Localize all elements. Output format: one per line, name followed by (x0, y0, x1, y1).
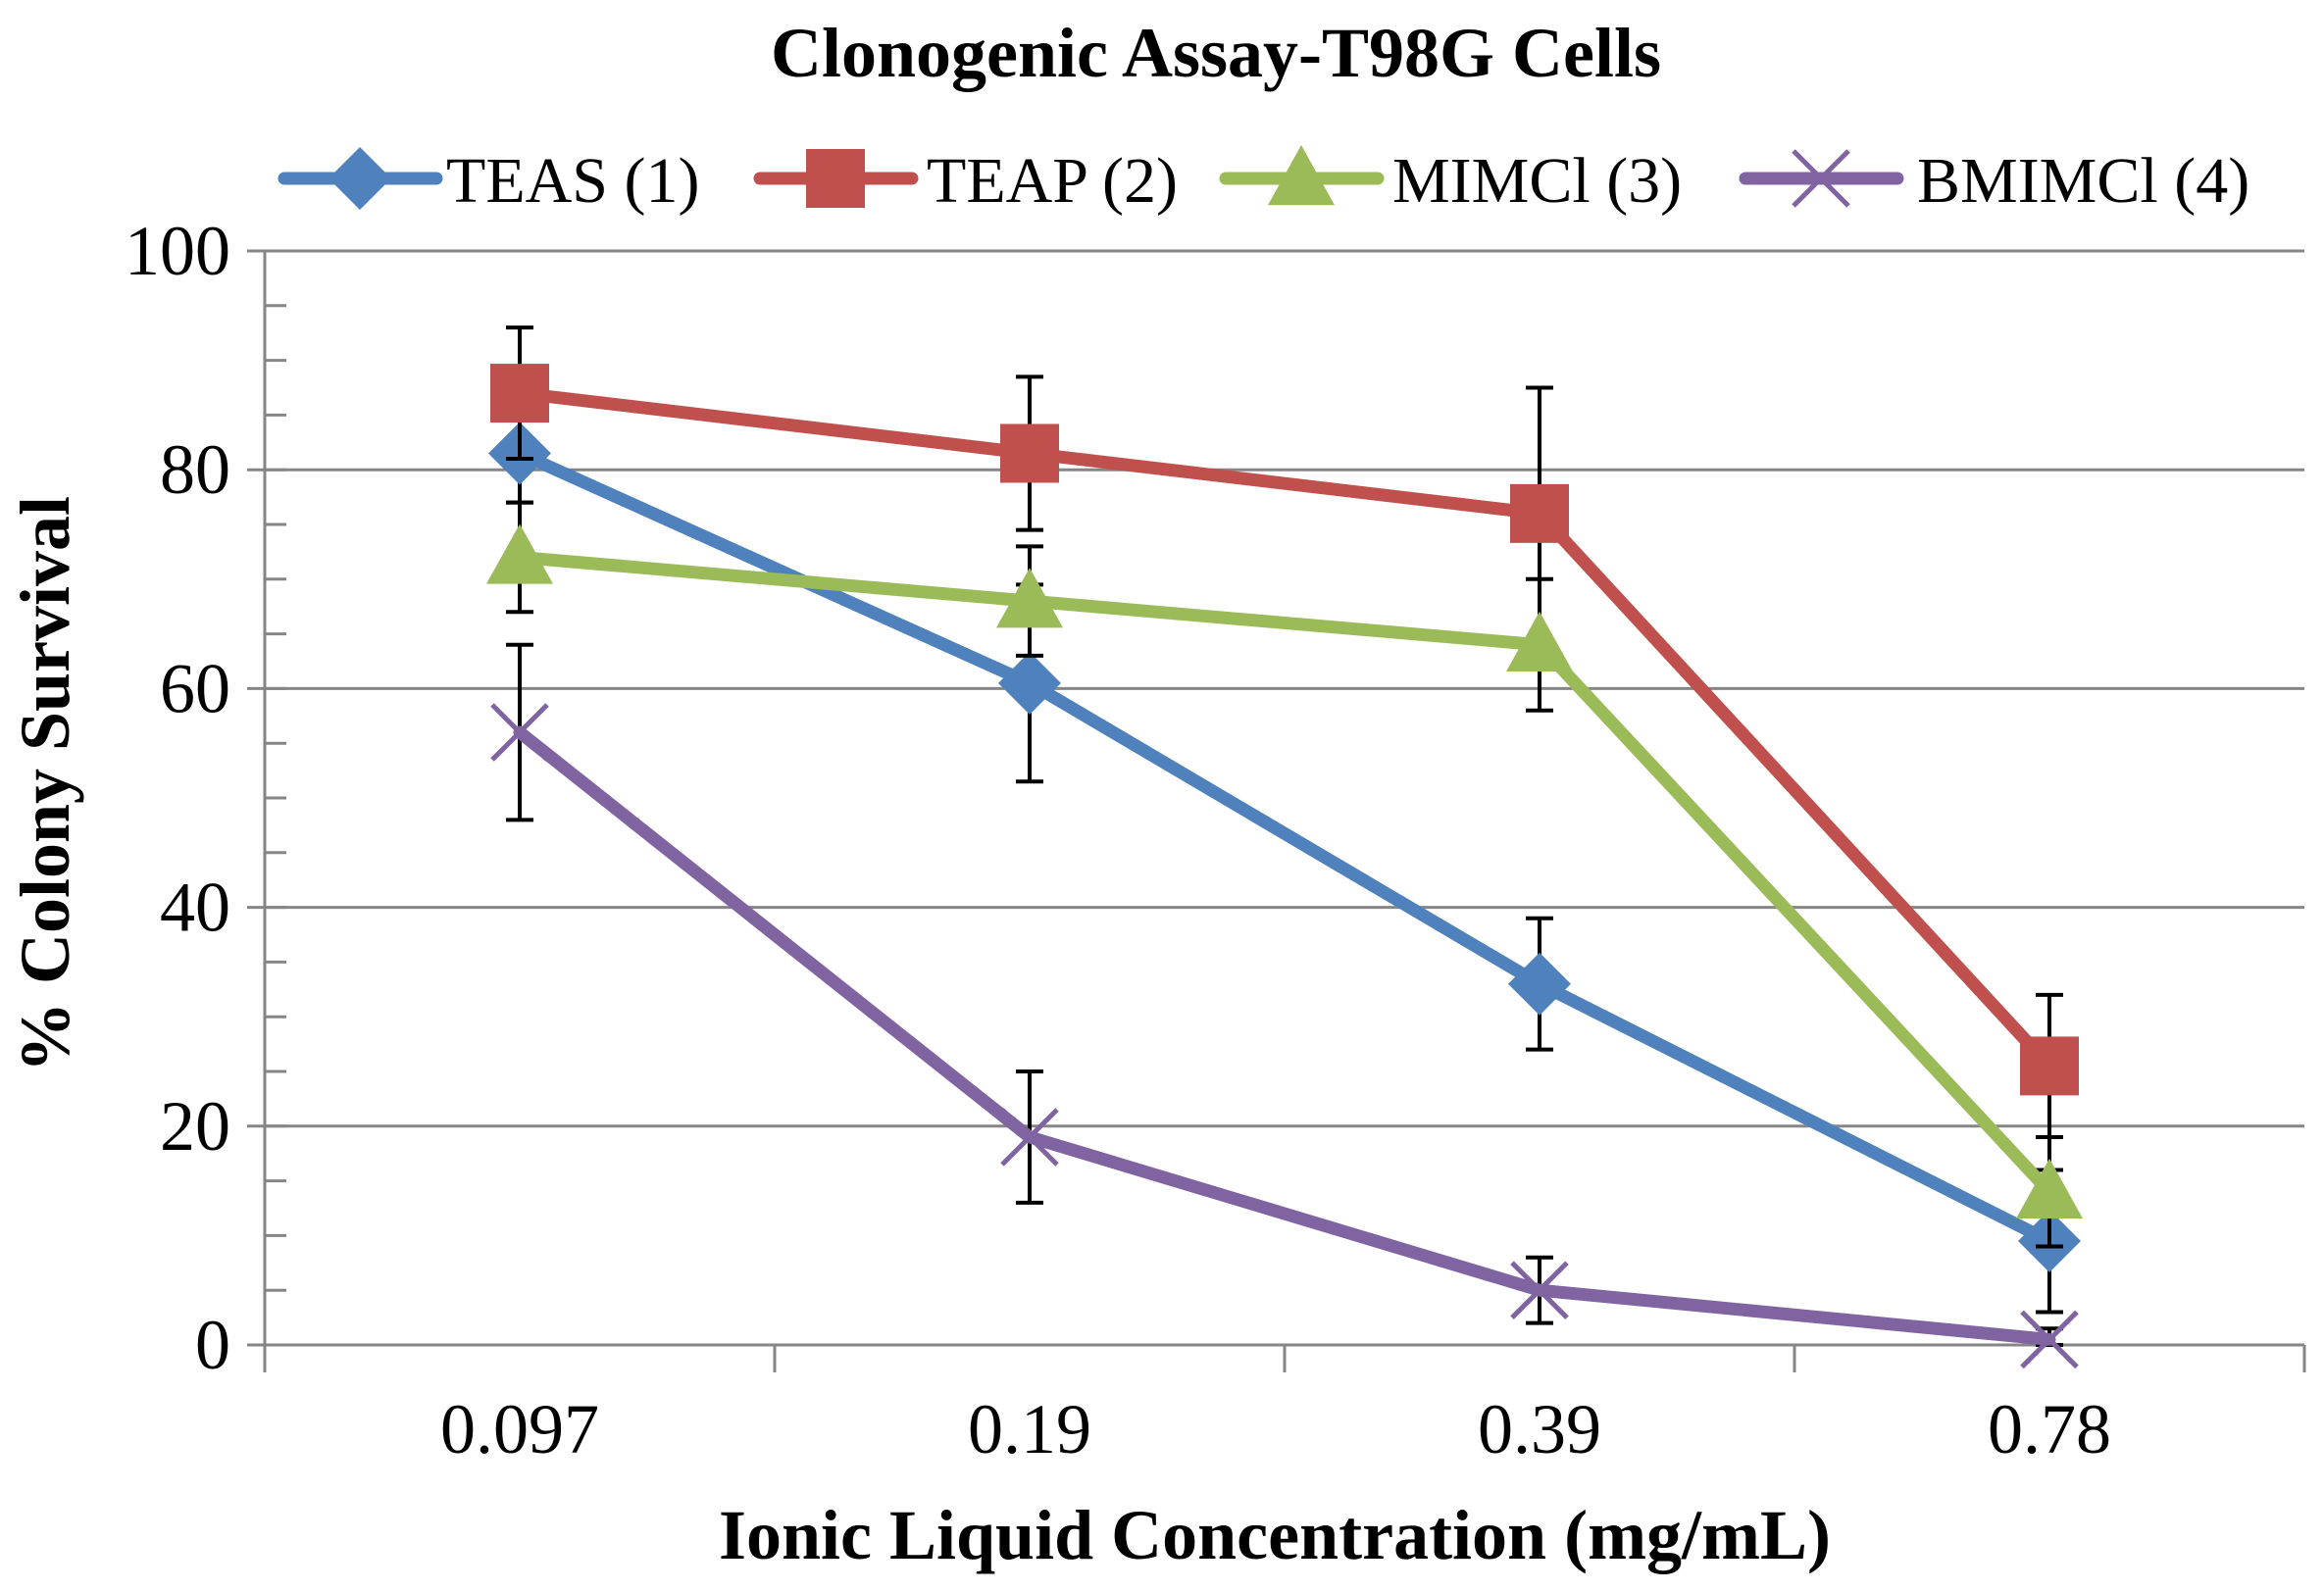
series-line (513, 550, 2056, 1199)
series-line (513, 446, 2056, 1248)
data-point (1000, 1108, 1059, 1167)
data-point (2020, 1310, 2079, 1369)
data-point (490, 703, 549, 762)
legend-item: TEAS (1) (278, 145, 699, 217)
legend-label: BMIMCl (4) (1917, 145, 2249, 217)
y-tick-label: 80 (160, 430, 230, 509)
series-3 (490, 642, 2079, 1369)
x-marker-stroke (490, 703, 549, 762)
legend-label: TEAP (2) (927, 145, 1178, 217)
gridlines (265, 249, 2304, 1128)
y-tick-label: 100 (125, 212, 230, 290)
x-marker-stroke (1000, 1108, 1059, 1167)
series-line (513, 725, 2056, 1346)
data-point (1508, 952, 1571, 1016)
y-tick-label: 20 (160, 1087, 230, 1166)
legend-label: MIMCl (3) (1392, 145, 1682, 217)
data-point (1506, 611, 1573, 671)
axes: 0 20 40 60 80 100 0.097 0.19 0.39 0.78 (125, 212, 2306, 1468)
x-tick-label: 0.39 (1478, 1390, 1601, 1468)
x-marker-stroke (1510, 1261, 1569, 1319)
data-point (486, 523, 553, 584)
series-line (513, 386, 2056, 1072)
x-axis-title: Ionic Liquid Concentration (mg/mL) (719, 1496, 1831, 1574)
chart-title: Clonogenic Assay-T98G Cells (771, 14, 1661, 92)
y-tick-label: 40 (160, 869, 230, 947)
series-2 (486, 500, 2083, 1249)
data-point (2020, 1036, 2079, 1096)
legend: TEAS (1) TEAP (2) MIMCl (3) BMIMCl (4) (278, 145, 2249, 217)
y-axis-title: % Colony Survival (6, 496, 84, 1072)
x-tick-label: 0.097 (440, 1390, 599, 1468)
x-tick-label: 0.78 (1988, 1390, 2111, 1468)
legend-swatch-marker (1792, 149, 1850, 208)
data-point (996, 568, 1063, 628)
legend-item: MIMCl (3) (1219, 145, 1682, 217)
legend-item: TEAP (2) (753, 145, 1178, 217)
series-layer (486, 325, 2083, 1369)
x-tick-label: 0.19 (968, 1390, 1091, 1468)
legend-swatch-marker (1268, 145, 1335, 206)
legend-item: BMIMCl (4) (1739, 145, 2249, 217)
series-0 (488, 402, 2081, 1315)
x-marker-stroke (1792, 149, 1850, 208)
y-tick-label: 60 (160, 649, 230, 727)
data-point (2016, 1158, 2083, 1218)
data-point (1510, 1261, 1569, 1319)
legend-swatch-marker (328, 147, 391, 210)
data-point (1000, 423, 1059, 483)
series-1 (490, 325, 2079, 1139)
x-marker-stroke (2020, 1310, 2079, 1369)
y-tick-label: 0 (195, 1306, 230, 1384)
data-point (998, 651, 1061, 715)
data-point (1510, 483, 1569, 543)
data-point (490, 364, 549, 423)
legend-label: TEAS (1) (446, 145, 699, 217)
legend-swatch-marker (806, 149, 865, 208)
